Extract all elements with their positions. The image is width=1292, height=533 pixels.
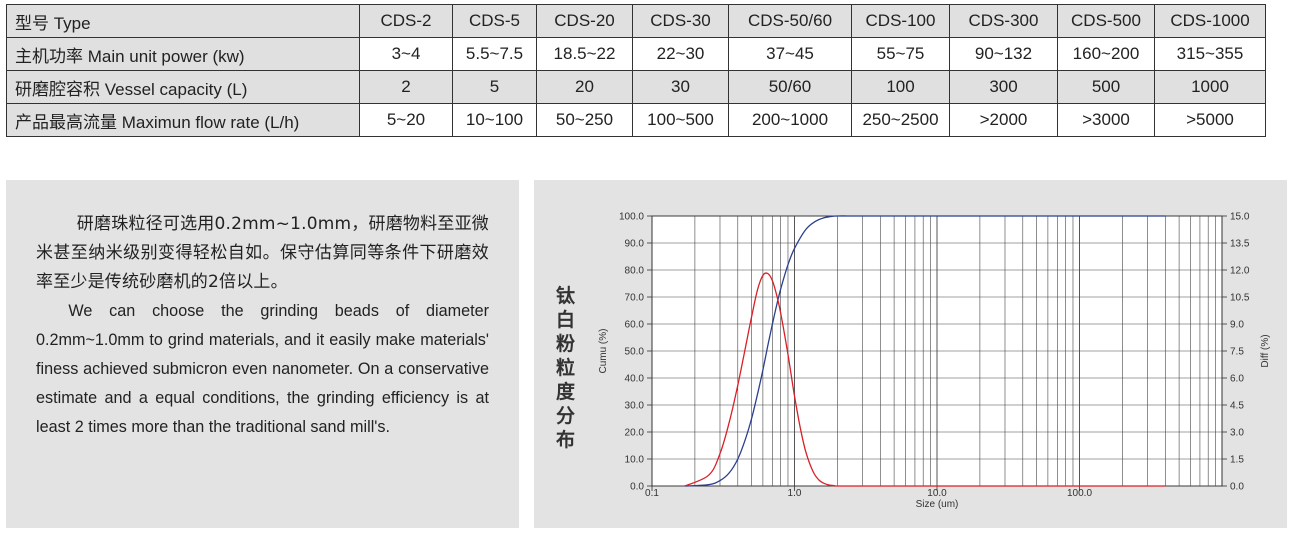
table-row: 研磨腔容积 Vessel capacity (L) 2 5 20 30 50/60 100 3… [6,70,1266,104]
x-tick-label: 100.0 [1067,488,1092,499]
series-line-diff [684,272,1166,487]
chart-panel: 钛白粉粒度分布 0.0 0.0 10.0 1.5 20.0 3.0 30.0 4.5 40.0 6… [534,180,1287,528]
table-cell: CDS-30 [632,4,729,38]
table-cell: 300 [949,70,1058,104]
table-cell: 100~500 [632,103,729,137]
table-cell: 1000 [1154,70,1266,104]
table-cell: CDS-100 [851,4,950,38]
table-cell: 5 [452,70,537,104]
table-cell: 5~20 [359,103,453,137]
chart-title: 钛白粉粒度分布 [556,285,576,451]
y-right-tick-label: 6.0 [1230,374,1244,385]
y-right-tick-label: 1.5 [1230,455,1244,466]
table-cell: 20 [536,70,633,104]
table-cell: CDS-50/60 [728,4,852,38]
table-row: 产品最高流量 Maximun flow rate (L/h) 5~20 10~100… [6,103,1266,137]
table-cell: 10~100 [452,103,537,137]
table-cell: 100 [851,70,950,104]
table-cell: 22~30 [632,37,729,71]
y-right-tick-label: 12.0 [1230,266,1250,277]
series-line-cumulative [684,215,1166,487]
row-label: 研磨腔容积 Vessel capacity (L) [6,70,360,104]
y-left-tick-label: 40.0 [625,374,645,385]
description-panel: 研磨珠粒径可选用0.2mm~1.0mm，研磨物料至亚微米甚至纳米级别变得轻松自如… [6,180,519,528]
y-left-tick-label: 100.0 [619,212,644,223]
x-tick-label: 1.0 [788,488,802,499]
y-right-tick-label: 3.0 [1230,428,1244,439]
x-axis-label: Size (um) [916,499,959,510]
table-cell: 5.5~7.5 [452,37,537,71]
table-row: 主机功率 Main unit power (kw) 3~4 5.5~7.5 18.5~… [6,37,1266,71]
table-cell: >5000 [1154,103,1266,137]
y-right-tick-label: 13.5 [1230,239,1250,250]
row-label: 型号 Type [6,4,360,38]
table-cell: 90~132 [949,37,1058,71]
table-cell: 30 [632,70,729,104]
table-cell: 3~4 [359,37,453,71]
spec-table-body: 型号 Type CDS-2 CDS-5 CDS-20 CDS-30 CDS-50/60 CD… [6,4,1266,137]
y-left-tick-label: 60.0 [625,320,645,331]
y-left-tick-label: 10.0 [625,455,645,466]
y-left-tick-label: 90.0 [625,239,645,250]
table-cell: 500 [1057,70,1155,104]
table-cell: >3000 [1057,103,1155,137]
table-cell: CDS-2 [359,4,453,38]
table-cell: 2 [359,70,453,104]
y-right-tick-label: 0.0 [1230,482,1244,493]
row-label: 主机功率 Main unit power (kw) [6,37,360,71]
y-right-tick-label: 7.5 [1230,347,1244,358]
table-cell: 200~1000 [728,103,852,137]
y-left-tick-label: 30.0 [625,401,645,412]
particle-size-chart: 0.0 0.0 10.0 1.5 20.0 3.0 30.0 4.5 40.0 6.0 50.0 7.… [598,212,1271,511]
y-right-tick-label: 10.5 [1230,293,1250,304]
table-cell: 315~355 [1154,37,1266,71]
y-left-tick-label: 20.0 [625,428,645,439]
y-right-tick-label: 9.0 [1230,320,1244,331]
table-cell: 50/60 [728,70,852,104]
description-english: We can choose the grinding beads of diam… [36,302,489,436]
table-row: 型号 Type CDS-2 CDS-5 CDS-20 CDS-30 CDS-50/60 CD… [6,4,1266,38]
y-left-tick-label: 50.0 [625,347,645,358]
row-label: 产品最高流量 Maximun flow rate (L/h) [6,103,360,137]
y-left-tick-label: 80.0 [625,266,645,277]
table-cell: >2000 [949,103,1058,137]
table-cell: CDS-1000 [1154,4,1266,38]
y-right-axis-label: Diff (%) [1260,334,1271,367]
y-right-tick-label: 15.0 [1230,212,1250,223]
y-left-tick-label: 70.0 [625,293,645,304]
table-cell: CDS-300 [949,4,1058,38]
table-cell: 160~200 [1057,37,1155,71]
spec-table: 型号 Type CDS-2 CDS-5 CDS-20 CDS-30 CDS-50/60 CD… [6,4,1266,137]
table-cell: CDS-500 [1057,4,1155,38]
x-tick-label: 0.1 [645,488,659,499]
table-cell: CDS-5 [452,4,537,38]
y-right-tick-label: 4.5 [1230,401,1244,412]
table-cell: 18.5~22 [536,37,633,71]
table-cell: 250~2500 [851,103,950,137]
x-tick-label: 10.0 [927,488,947,499]
y-left-axis-label: Cumu (%) [598,328,609,373]
y-left-tick-label: 0.0 [630,482,644,493]
table-cell: CDS-20 [536,4,633,38]
table-cell: 55~75 [851,37,950,71]
table-cell: 37~45 [728,37,852,71]
table-cell: 50~250 [536,103,633,137]
description-chinese: 研磨珠粒径可选用0.2mm~1.0mm，研磨物料至亚微米甚至纳米级别变得轻松自如… [36,214,489,292]
